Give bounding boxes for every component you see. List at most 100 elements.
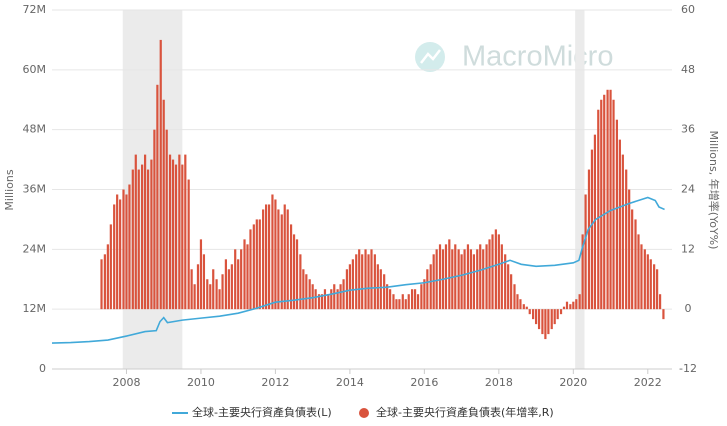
bar: [333, 284, 336, 310]
bar: [562, 306, 566, 310]
bar: [606, 89, 609, 310]
bar: [113, 204, 116, 310]
bar: [348, 264, 351, 310]
bar: [367, 254, 370, 310]
bar: [534, 309, 538, 325]
bar: [159, 39, 162, 310]
bar: [578, 294, 581, 310]
bar: [522, 304, 525, 310]
bar: [528, 309, 531, 315]
x-tick-label: 2016: [410, 376, 438, 389]
bar: [305, 274, 308, 310]
y-tick-label: 60M: [23, 63, 47, 76]
bar: [438, 244, 442, 310]
bar: [413, 289, 417, 310]
y2-tick-label: -12: [679, 362, 697, 375]
legend-label: 全球-主要央行資產負債表(L): [192, 405, 332, 419]
bar: [150, 159, 153, 310]
y-axis-title: Millions: [3, 169, 16, 210]
bar: [476, 249, 479, 310]
bar: [299, 254, 302, 310]
y-tick-label: 0: [39, 362, 46, 375]
y2-tick-label: 48: [681, 63, 695, 76]
y2-tick-label: 60: [681, 3, 695, 16]
bar: [392, 294, 395, 310]
bar: [479, 244, 482, 310]
bar: [376, 264, 379, 310]
bar: [280, 214, 283, 310]
bar: [165, 129, 168, 310]
bar: [379, 269, 382, 310]
bar: [615, 119, 618, 310]
bar: [416, 294, 420, 310]
bar: [507, 264, 510, 310]
bar: [339, 284, 342, 310]
bar: [125, 194, 128, 310]
bar: [122, 189, 125, 310]
bar: [513, 284, 516, 310]
bar: [358, 249, 361, 310]
bar: [386, 284, 389, 310]
bar: [541, 309, 544, 335]
bar: [103, 254, 106, 310]
bar: [134, 154, 137, 310]
bar: [559, 309, 563, 315]
bar: [246, 244, 249, 310]
watermark-logo-mark: [420, 49, 441, 64]
y2-tick-label: 12: [681, 242, 695, 255]
bar: [342, 279, 345, 310]
bar: [302, 269, 305, 310]
bar: [230, 264, 233, 310]
bar: [106, 244, 109, 310]
bar: [327, 294, 330, 310]
bar: [581, 234, 584, 310]
bar: [262, 209, 265, 310]
bar: [491, 234, 494, 310]
bar: [258, 219, 261, 310]
bar: [364, 249, 367, 310]
bar: [143, 154, 147, 310]
bar: [190, 269, 193, 310]
bar: [119, 199, 122, 310]
bar: [621, 154, 624, 310]
bar: [590, 149, 594, 310]
bar: [609, 89, 612, 310]
bar: [243, 239, 246, 310]
bar: [277, 209, 280, 310]
bar: [311, 284, 314, 310]
bar: [271, 194, 274, 310]
bar: [234, 249, 237, 310]
bar: [544, 309, 547, 340]
bar: [267, 204, 271, 310]
bar: [485, 244, 488, 310]
bar: [569, 304, 572, 310]
bar: [320, 294, 324, 310]
bar: [131, 169, 134, 310]
bar: [553, 309, 556, 325]
line: [51, 196, 665, 344]
bar: [537, 309, 541, 330]
bar: [202, 254, 206, 310]
bar: [345, 269, 349, 310]
bar: [532, 309, 535, 320]
bar: [289, 224, 293, 310]
bar: [237, 259, 240, 310]
bar: [410, 289, 414, 310]
bar: [463, 249, 466, 310]
bar: [224, 259, 227, 310]
bar: [187, 179, 190, 310]
bar: [466, 244, 470, 310]
y-tick-label: 36M: [23, 183, 47, 196]
bar: [423, 279, 426, 310]
bar: [283, 204, 286, 310]
bar: [631, 209, 634, 310]
bar: [330, 289, 333, 310]
bar: [355, 254, 358, 310]
x-tick-label: 2010: [187, 376, 215, 389]
bar: [420, 284, 423, 310]
bar: [653, 264, 656, 310]
bar: [565, 301, 569, 310]
bar: [168, 154, 172, 310]
y2-tick-label: 24: [681, 183, 695, 196]
